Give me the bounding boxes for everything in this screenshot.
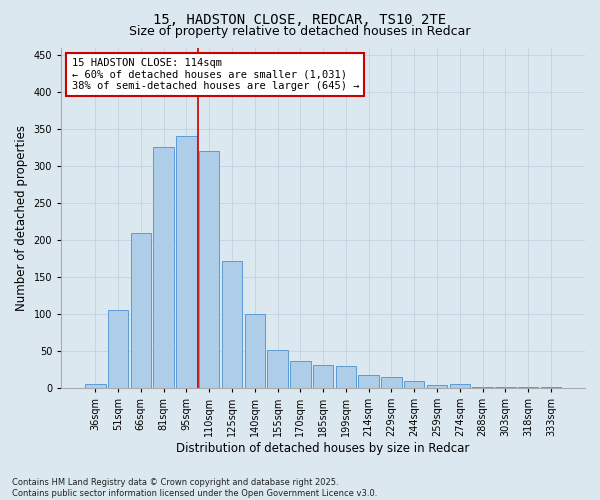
Bar bbox=[85, 384, 106, 388]
Bar bbox=[131, 232, 151, 388]
Bar bbox=[381, 377, 402, 388]
Bar bbox=[245, 314, 265, 388]
Bar bbox=[199, 151, 220, 388]
Y-axis label: Number of detached properties: Number of detached properties bbox=[15, 125, 28, 311]
Bar bbox=[154, 148, 174, 388]
Bar bbox=[449, 384, 470, 388]
Text: Contains HM Land Registry data © Crown copyright and database right 2025.
Contai: Contains HM Land Registry data © Crown c… bbox=[12, 478, 377, 498]
Text: Size of property relative to detached houses in Redcar: Size of property relative to detached ho… bbox=[129, 25, 471, 38]
Bar bbox=[335, 366, 356, 388]
Bar bbox=[267, 350, 288, 388]
Bar bbox=[404, 382, 424, 388]
Bar bbox=[358, 376, 379, 388]
Bar bbox=[427, 385, 447, 388]
Text: 15, HADSTON CLOSE, REDCAR, TS10 2TE: 15, HADSTON CLOSE, REDCAR, TS10 2TE bbox=[154, 12, 446, 26]
Bar bbox=[222, 262, 242, 388]
X-axis label: Distribution of detached houses by size in Redcar: Distribution of detached houses by size … bbox=[176, 442, 470, 455]
Bar bbox=[313, 365, 334, 388]
Bar bbox=[176, 136, 197, 388]
Bar bbox=[108, 310, 128, 388]
Bar bbox=[290, 362, 311, 388]
Text: 15 HADSTON CLOSE: 114sqm
← 60% of detached houses are smaller (1,031)
38% of sem: 15 HADSTON CLOSE: 114sqm ← 60% of detach… bbox=[71, 58, 359, 91]
